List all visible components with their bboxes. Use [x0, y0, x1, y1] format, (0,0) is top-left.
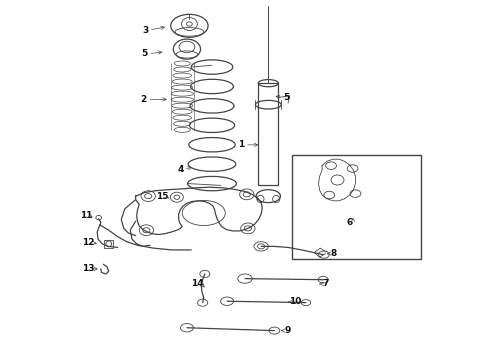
Text: 5: 5: [142, 49, 147, 58]
Text: 4: 4: [177, 165, 184, 174]
Text: 10: 10: [289, 297, 301, 306]
Text: 7: 7: [323, 279, 329, 288]
Text: 13: 13: [82, 265, 94, 274]
Bar: [292, 155, 421, 259]
Bar: [104, 240, 113, 248]
Text: 12: 12: [82, 238, 94, 247]
Text: 14: 14: [192, 279, 204, 288]
Text: 9: 9: [285, 326, 291, 335]
Text: 5: 5: [284, 93, 290, 102]
Text: 6: 6: [346, 218, 353, 227]
Text: 8: 8: [331, 249, 337, 258]
Text: 1: 1: [238, 140, 245, 149]
Text: 2: 2: [141, 95, 147, 104]
Text: 15: 15: [155, 192, 168, 201]
Text: 3: 3: [142, 26, 148, 35]
Text: 11: 11: [80, 211, 93, 220]
